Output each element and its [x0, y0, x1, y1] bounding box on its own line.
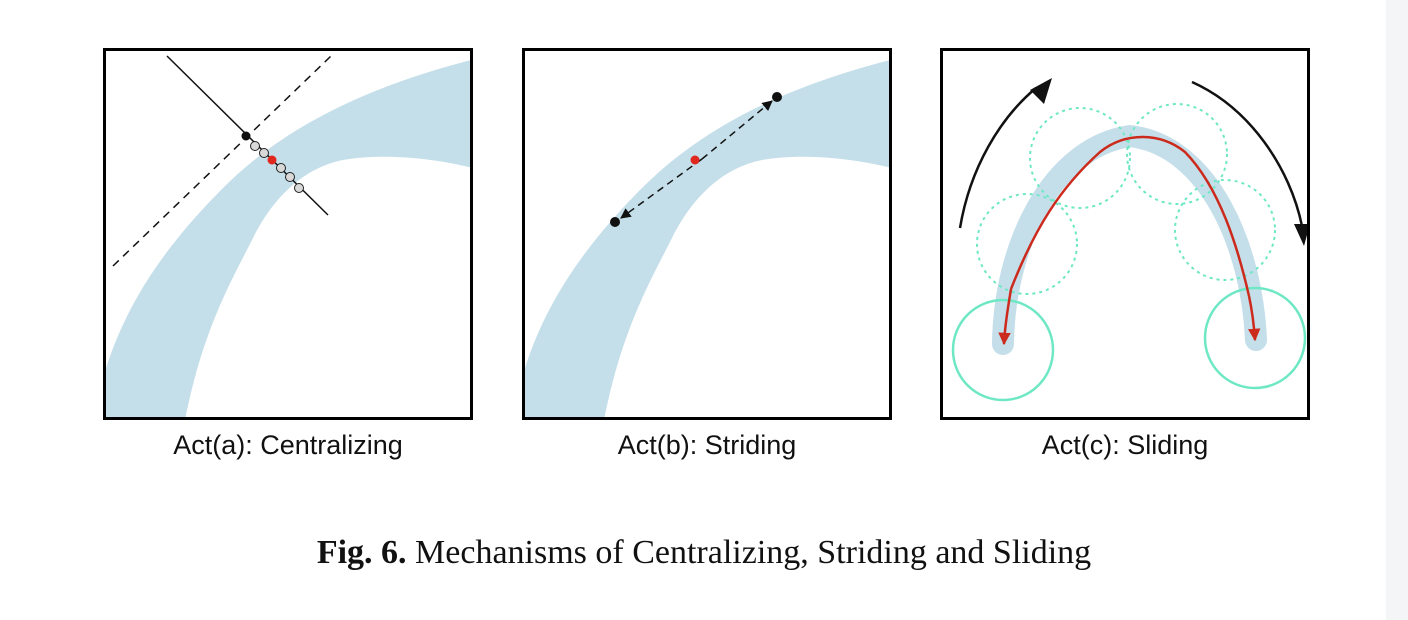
start-circle [951, 298, 1055, 402]
panel-frame [940, 48, 1310, 420]
panel-frame [103, 48, 473, 420]
striding-diagram [522, 48, 892, 420]
direction-arrow-left-head [1030, 78, 1052, 104]
vessel-segment [103, 60, 473, 420]
center-point [267, 155, 277, 165]
direction-arrow-right-head [1294, 224, 1310, 246]
direction-arrow-right [1191, 80, 1304, 227]
panel-label-centralizing: Act(a): Centralizing [173, 430, 403, 460]
stride-arrow [620, 158, 703, 219]
caption-text: Mechanisms of Centralizing, Striding and… [415, 534, 1092, 571]
figure-number: Fig. 6. [316, 534, 407, 571]
stride-endpoint [610, 217, 620, 227]
sliding-diagram [940, 48, 1310, 420]
vessel-segment [522, 60, 892, 420]
panel-label-sliding: Act(c): Sliding [1041, 430, 1209, 460]
centerline-path-arrow [1247, 295, 1261, 342]
tangent-line [112, 55, 332, 267]
direction-arrow-left [958, 87, 1037, 229]
end-circle [1203, 286, 1307, 390]
search-circles-dashed [976, 103, 1276, 295]
panel-striding [522, 48, 892, 420]
page-edge-shade [1386, 0, 1408, 620]
stride-endpoint [772, 92, 782, 102]
panel-sliding [940, 48, 1310, 420]
centerline-path-arrow [1009, 135, 1251, 297]
panel-label-striding: Act(b): Striding [617, 430, 797, 460]
center-point [690, 155, 700, 165]
sample-points [241, 131, 304, 193]
figure-caption: Fig. 6. Mechanisms of Centralizing, Stri… [0, 534, 1408, 572]
centralizing-diagram [103, 48, 473, 420]
panel-frame [522, 48, 892, 420]
panel-centralizing [103, 48, 473, 420]
centerline-path-arrow [998, 288, 1013, 346]
stride-arrow [701, 100, 773, 160]
